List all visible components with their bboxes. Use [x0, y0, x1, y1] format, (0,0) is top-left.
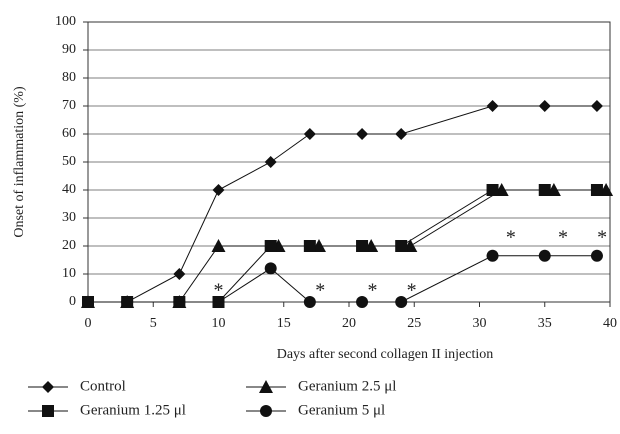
- annotation: *: [315, 280, 325, 302]
- data-point: [590, 100, 603, 112]
- data-point: [486, 100, 499, 112]
- annotation: *: [506, 226, 516, 248]
- data-point: [303, 296, 316, 308]
- data-point: [395, 296, 408, 308]
- data-point: [538, 100, 551, 112]
- x-tick-label: 25: [407, 316, 421, 331]
- data-point: [486, 184, 499, 196]
- data-point: [356, 296, 369, 308]
- x-axis-label: Days after second collagen II injection: [277, 347, 494, 362]
- annotation: *: [407, 280, 417, 302]
- data-point: [173, 296, 186, 308]
- data-point: [590, 249, 603, 262]
- legend-marker: [42, 381, 54, 393]
- data-point: [303, 240, 316, 252]
- legend-marker: [259, 380, 273, 393]
- legend-marker: [42, 405, 54, 417]
- data-point: [538, 249, 551, 262]
- series-line: [88, 105, 597, 303]
- x-tick-label: 30: [473, 316, 487, 331]
- legend-marker: [260, 405, 272, 417]
- y-tick-label: 40: [62, 182, 76, 197]
- y-tick-label: 80: [62, 70, 76, 85]
- legend-label: Geranium 5 μl: [298, 402, 385, 418]
- y-tick-label: 0: [69, 294, 76, 309]
- data-point: [395, 240, 408, 252]
- data-point: [264, 156, 277, 168]
- y-tick-label: 30: [62, 210, 76, 225]
- y-tick-label: 50: [62, 154, 76, 169]
- data-point: [538, 184, 551, 196]
- data-point: [356, 240, 369, 252]
- data-point: [211, 239, 226, 252]
- data-point: [121, 296, 134, 308]
- data-point: [356, 128, 369, 140]
- legend-label: Geranium 1.25 μl: [80, 402, 186, 418]
- annotation: *: [597, 226, 607, 248]
- data-point: [395, 128, 408, 140]
- x-tick-label: 0: [85, 316, 92, 331]
- x-tick-label: 15: [277, 316, 291, 331]
- annotation: *: [558, 226, 568, 248]
- x-tick-label: 35: [538, 316, 552, 331]
- y-tick-label: 20: [62, 238, 76, 253]
- annotation: *: [214, 280, 224, 302]
- x-tick-label: 5: [150, 316, 157, 331]
- data-point: [486, 249, 499, 262]
- data-point: [212, 296, 225, 308]
- x-tick-label: 10: [212, 316, 226, 331]
- data-point: [82, 296, 94, 308]
- legend-label: Control: [80, 378, 126, 394]
- y-tick-label: 70: [62, 98, 76, 113]
- y-tick-label: 10: [62, 266, 76, 281]
- data-point: [303, 128, 316, 140]
- y-tick-label: 90: [62, 42, 76, 57]
- legend-label: Geranium 2.5 μl: [298, 378, 396, 394]
- x-tick-label: 20: [342, 316, 356, 331]
- annotation: *: [367, 280, 377, 302]
- data-point: [590, 184, 603, 196]
- data-point: [264, 262, 277, 275]
- data-point: [212, 184, 225, 196]
- series-line: [88, 255, 597, 303]
- y-tick-label: 100: [55, 14, 76, 29]
- y-axis-label: Onset of inflammation (%): [12, 86, 27, 238]
- data-point: [173, 268, 186, 280]
- y-tick-label: 60: [62, 126, 76, 141]
- data-point: [264, 240, 277, 252]
- x-tick-label: 40: [603, 316, 617, 331]
